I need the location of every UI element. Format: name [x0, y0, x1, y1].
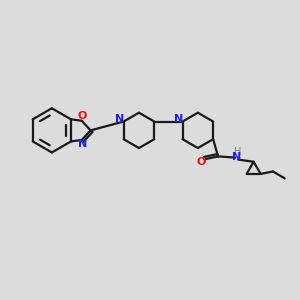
Text: O: O [78, 111, 87, 121]
Text: N: N [232, 152, 241, 162]
Text: N: N [173, 114, 183, 124]
Text: O: O [197, 157, 206, 167]
Text: N: N [115, 114, 124, 124]
Text: H: H [234, 147, 242, 157]
Text: N: N [78, 140, 87, 149]
